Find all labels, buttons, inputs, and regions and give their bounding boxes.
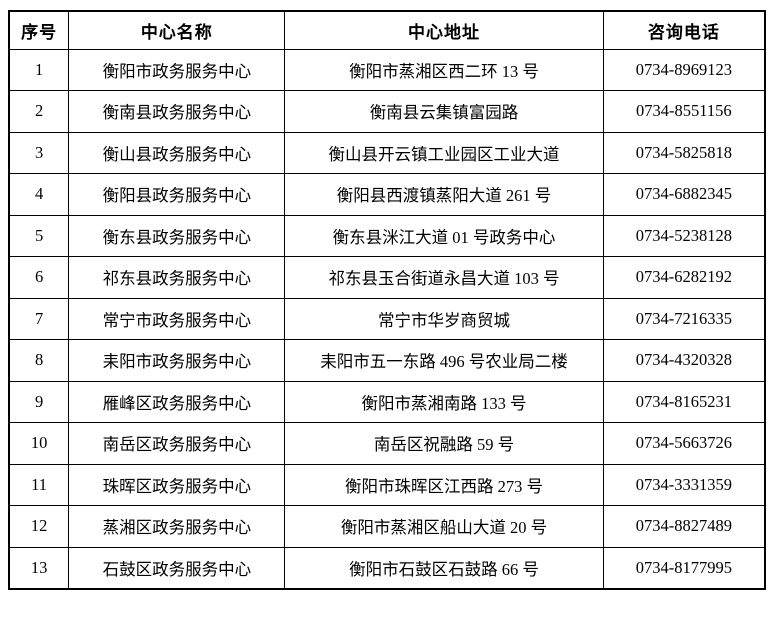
table-header: 序号 中心名称 中心地址 咨询电话 bbox=[8, 10, 766, 50]
cell-address: 衡阳市蒸湘南路 133 号 bbox=[284, 380, 604, 423]
cell-index: 10 bbox=[8, 422, 70, 465]
cell-index: 6 bbox=[8, 256, 70, 299]
header-cell-address: 中心地址 bbox=[284, 10, 604, 50]
cell-index: 7 bbox=[8, 297, 70, 340]
cell-address: 衡南县云集镇富园路 bbox=[284, 90, 604, 133]
cell-index: 12 bbox=[8, 505, 70, 548]
table-row: 5 衡东县政务服务中心 衡东县洣江大道 01 号政务中心 0734-523812… bbox=[8, 214, 766, 257]
header-row: 序号 中心名称 中心地址 咨询电话 bbox=[8, 10, 766, 50]
table-row: 4 衡阳县政务服务中心 衡阳县西渡镇蒸阳大道 261 号 0734-688234… bbox=[8, 173, 766, 216]
cell-address: 祁东县玉合街道永昌大道 103 号 bbox=[284, 256, 604, 299]
cell-address: 衡阳市蒸湘区船山大道 20 号 bbox=[284, 505, 604, 548]
table-row: 6 祁东县政务服务中心 祁东县玉合街道永昌大道 103 号 0734-62821… bbox=[8, 256, 766, 299]
cell-phone: 0734-6882345 bbox=[602, 173, 766, 216]
cell-name: 雁峰区政务服务中心 bbox=[68, 380, 286, 423]
cell-index: 5 bbox=[8, 214, 70, 257]
cell-phone: 0734-5663726 bbox=[602, 422, 766, 465]
cell-index: 2 bbox=[8, 90, 70, 133]
table-body: 1 衡阳市政务服务中心 衡阳市蒸湘区西二环 13 号 0734-8969123 … bbox=[8, 48, 766, 589]
cell-address: 衡山县开云镇工业园区工业大道 bbox=[284, 131, 604, 174]
cell-name: 衡阳市政务服务中心 bbox=[68, 48, 286, 91]
cell-name: 衡南县政务服务中心 bbox=[68, 90, 286, 133]
cell-address: 南岳区祝融路 59 号 bbox=[284, 422, 604, 465]
cell-phone: 0734-7216335 bbox=[602, 297, 766, 340]
service-center-contact-table: 序号 中心名称 中心地址 咨询电话 1 衡阳市政务服务中心 衡阳市蒸湘区西二环 … bbox=[8, 10, 766, 590]
cell-name: 衡东县政务服务中心 bbox=[68, 214, 286, 257]
cell-phone: 0734-8969123 bbox=[602, 48, 766, 91]
cell-phone: 0734-6282192 bbox=[602, 256, 766, 299]
header-cell-index: 序号 bbox=[8, 10, 70, 50]
cell-phone: 0734-8551156 bbox=[602, 90, 766, 133]
cell-index: 1 bbox=[8, 48, 70, 91]
cell-index: 13 bbox=[8, 546, 70, 589]
table-row: 9 雁峰区政务服务中心 衡阳市蒸湘南路 133 号 0734-8165231 bbox=[8, 380, 766, 423]
cell-address: 衡东县洣江大道 01 号政务中心 bbox=[284, 214, 604, 257]
cell-address: 常宁市华岁商贸城 bbox=[284, 297, 604, 340]
cell-phone: 0734-8177995 bbox=[602, 546, 766, 589]
table-row: 3 衡山县政务服务中心 衡山县开云镇工业园区工业大道 0734-5825818 bbox=[8, 131, 766, 174]
cell-address: 衡阳市珠晖区江西路 273 号 bbox=[284, 463, 604, 506]
cell-name: 衡阳县政务服务中心 bbox=[68, 173, 286, 216]
cell-name: 南岳区政务服务中心 bbox=[68, 422, 286, 465]
cell-index: 4 bbox=[8, 173, 70, 216]
table-row: 7 常宁市政务服务中心 常宁市华岁商贸城 0734-7216335 bbox=[8, 297, 766, 340]
table-row: 8 耒阳市政务服务中心 耒阳市五一东路 496 号农业局二楼 0734-4320… bbox=[8, 339, 766, 382]
cell-name: 珠晖区政务服务中心 bbox=[68, 463, 286, 506]
table-row: 13 石鼓区政务服务中心 衡阳市石鼓区石鼓路 66 号 0734-8177995 bbox=[8, 546, 766, 589]
cell-phone: 0734-8827489 bbox=[602, 505, 766, 548]
cell-name: 石鼓区政务服务中心 bbox=[68, 546, 286, 589]
table-row: 12 蒸湘区政务服务中心 衡阳市蒸湘区船山大道 20 号 0734-882748… bbox=[8, 505, 766, 548]
cell-index: 9 bbox=[8, 380, 70, 423]
cell-index: 8 bbox=[8, 339, 70, 382]
cell-phone: 0734-3331359 bbox=[602, 463, 766, 506]
cell-name: 祁东县政务服务中心 bbox=[68, 256, 286, 299]
table-row: 2 衡南县政务服务中心 衡南县云集镇富园路 0734-8551156 bbox=[8, 90, 766, 133]
cell-index: 3 bbox=[8, 131, 70, 174]
table-row: 1 衡阳市政务服务中心 衡阳市蒸湘区西二环 13 号 0734-8969123 bbox=[8, 48, 766, 91]
cell-address: 衡阳市蒸湘区西二环 13 号 bbox=[284, 48, 604, 91]
cell-phone: 0734-5238128 bbox=[602, 214, 766, 257]
cell-phone: 0734-5825818 bbox=[602, 131, 766, 174]
cell-address: 衡阳市石鼓区石鼓路 66 号 bbox=[284, 546, 604, 589]
cell-address: 衡阳县西渡镇蒸阳大道 261 号 bbox=[284, 173, 604, 216]
cell-name: 衡山县政务服务中心 bbox=[68, 131, 286, 174]
table-row: 11 珠晖区政务服务中心 衡阳市珠晖区江西路 273 号 0734-333135… bbox=[8, 463, 766, 506]
table-row: 10 南岳区政务服务中心 南岳区祝融路 59 号 0734-5663726 bbox=[8, 422, 766, 465]
cell-phone: 0734-4320328 bbox=[602, 339, 766, 382]
cell-name: 蒸湘区政务服务中心 bbox=[68, 505, 286, 548]
header-cell-name: 中心名称 bbox=[68, 10, 286, 50]
cell-address: 耒阳市五一东路 496 号农业局二楼 bbox=[284, 339, 604, 382]
cell-phone: 0734-8165231 bbox=[602, 380, 766, 423]
cell-name: 常宁市政务服务中心 bbox=[68, 297, 286, 340]
header-cell-phone: 咨询电话 bbox=[602, 10, 766, 50]
cell-name: 耒阳市政务服务中心 bbox=[68, 339, 286, 382]
cell-index: 11 bbox=[8, 463, 70, 506]
